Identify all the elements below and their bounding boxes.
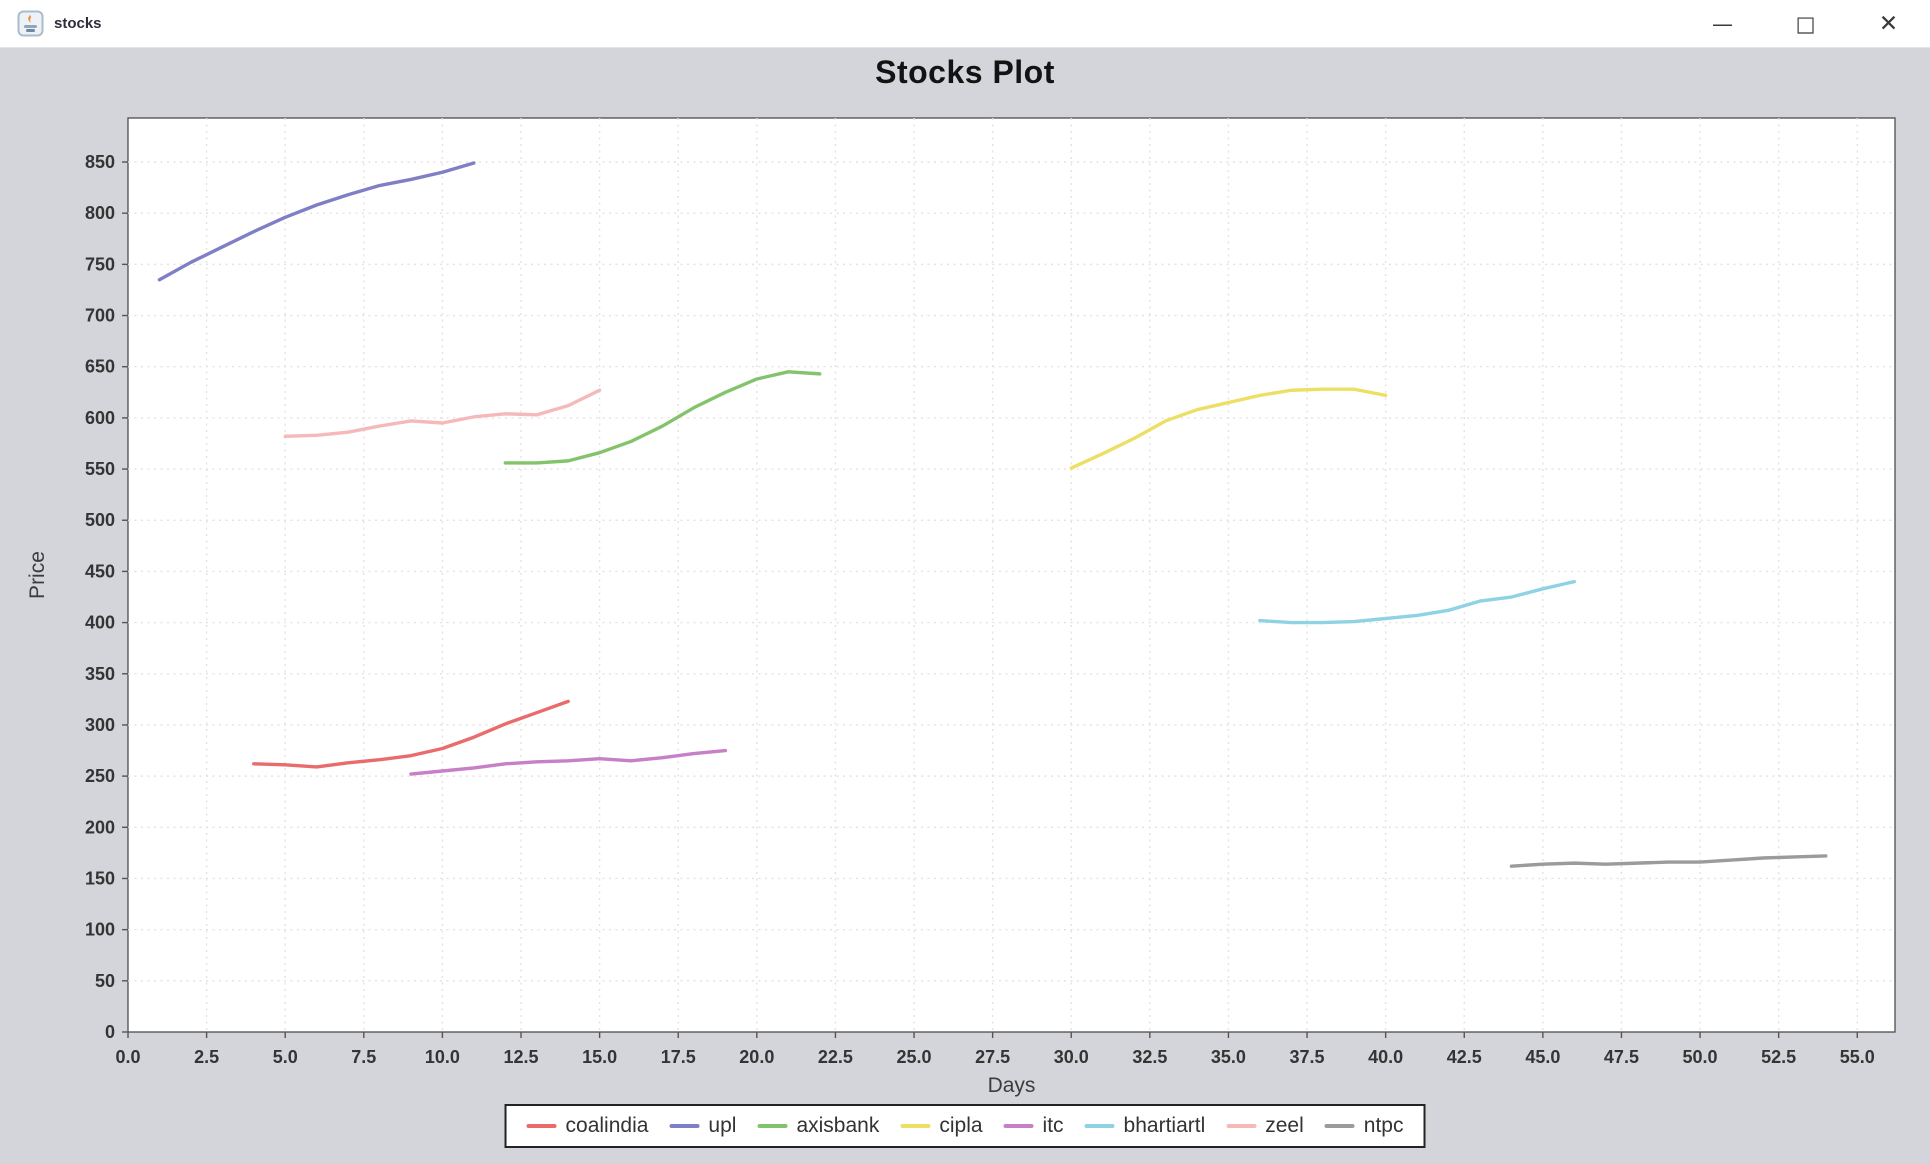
x-tick-label: 20.0 [739, 1047, 774, 1067]
y-axis-label: Price [26, 551, 49, 599]
close-button[interactable]: ✕ [1847, 0, 1930, 48]
x-tick-label: 27.5 [975, 1047, 1010, 1067]
legend-swatch-bhartiartl [1084, 1124, 1115, 1128]
x-tick-label: 50.0 [1683, 1047, 1718, 1067]
series-line-axisbank [503, 370, 822, 465]
window-controls: — □ ✕ [1681, 0, 1930, 48]
minimize-button[interactable]: — [1681, 0, 1764, 48]
x-tick-label: 47.5 [1604, 1047, 1639, 1067]
titlebar[interactable]: stocks — □ ✕ [0, 0, 1930, 48]
legend-label: zeel [1265, 1114, 1304, 1137]
y-tick-label: 700 [85, 306, 115, 326]
legend-swatch-cipla [900, 1124, 931, 1128]
legend-swatch-zeel [1226, 1124, 1257, 1128]
legend-item-axisbank: axisbank [757, 1114, 879, 1138]
x-tick-label: 17.5 [661, 1047, 696, 1067]
x-tick-label: 45.0 [1525, 1047, 1560, 1067]
x-tick-label: 22.5 [818, 1047, 853, 1067]
y-tick-label: 400 [85, 613, 115, 633]
maximize-button[interactable]: □ [1764, 0, 1847, 48]
plot-area [127, 117, 1896, 1033]
legend-label: cipla [939, 1114, 983, 1137]
chart-svg: 0 50 100 150 200 250 300 350 400 450 500 550 600 650 7… [26, 117, 1896, 1097]
y-tick-label: 0 [105, 1022, 115, 1042]
x-tick-label: 10.0 [425, 1047, 460, 1067]
legend-item-zeel: zeel [1226, 1114, 1304, 1138]
x-tick-label: 15.0 [582, 1047, 617, 1067]
x-tick-label: 32.5 [1132, 1047, 1167, 1067]
x-tick-label: 5.0 [273, 1047, 298, 1067]
x-tick-label: 37.5 [1290, 1047, 1325, 1067]
x-tick-label: 0.0 [115, 1047, 140, 1067]
series-line-cipla [1069, 387, 1388, 470]
y-tick-label: 150 [85, 868, 115, 888]
y-tick-label: 650 [85, 357, 115, 377]
y-tick-label: 50 [95, 971, 115, 991]
y-tick-label: 600 [85, 408, 115, 428]
x-axis-label: Days [988, 1074, 1036, 1097]
y-tick-label: 350 [85, 664, 115, 684]
legend-label: bhartiartl [1123, 1114, 1206, 1137]
y-tick-label: 800 [85, 203, 115, 223]
legend-label: coalindia [565, 1114, 649, 1137]
chart-title: Stocks Plot [875, 54, 1055, 90]
legend-item-itc: itc [1003, 1114, 1064, 1138]
y-tick-label: 300 [85, 715, 115, 735]
series-line-zeel [283, 388, 602, 439]
y-tick-label: 100 [85, 920, 115, 940]
x-tick-label: 2.5 [194, 1047, 219, 1067]
y-tick-label: 750 [85, 254, 115, 274]
y-tick-label: 450 [85, 561, 115, 581]
y-tick-label: 500 [85, 510, 115, 530]
x-tick-label: 42.5 [1447, 1047, 1482, 1067]
legend-swatch-upl [669, 1124, 700, 1128]
legend-swatch-ntpc [1324, 1124, 1355, 1128]
x-tick-label: 52.5 [1761, 1047, 1796, 1067]
legend-swatch-axisbank [757, 1124, 788, 1128]
y-tick-label: 250 [85, 766, 115, 786]
chart-panel: Stocks Plot 0 50 100 150 200 250 300 350 400 450 5… [0, 48, 1930, 1164]
legend-item-coalindia: coalindia [526, 1114, 649, 1138]
x-tick-label: 35.0 [1211, 1047, 1246, 1067]
series-line-ntpc [1509, 854, 1828, 868]
series-line-coalindia [252, 699, 570, 769]
x-tick-label: 7.5 [351, 1047, 376, 1067]
legend-swatch-coalindia [526, 1124, 557, 1128]
app-icon[interactable] [17, 10, 44, 37]
series-line-upl [157, 161, 476, 282]
x-tick-label: 30.0 [1054, 1047, 1089, 1067]
series-line-itc [409, 748, 728, 776]
legend-item-cipla: cipla [900, 1114, 983, 1138]
legend-label: upl [708, 1114, 737, 1137]
legend-label: itc [1042, 1114, 1064, 1137]
x-tick-label: 40.0 [1368, 1047, 1403, 1067]
x-tick-label: 55.0 [1840, 1047, 1875, 1067]
flame-icon [28, 15, 32, 23]
y-tick-label: 850 [85, 152, 115, 172]
x-tick-label: 25.0 [897, 1047, 932, 1067]
series-line-bhartiartl [1258, 579, 1576, 625]
legend-swatch-itc [1003, 1124, 1034, 1128]
legend-item-bhartiartl: bhartiartl [1084, 1114, 1206, 1138]
legend-label: ntpc [1363, 1114, 1404, 1137]
y-tick-label: 550 [85, 459, 115, 479]
y-tick-label: 200 [85, 817, 115, 837]
legend: coalindia upl axisbank cipla itc bhartiartl ze… [504, 1104, 1426, 1148]
window-title: stocks [54, 15, 102, 32]
legend-item-ntpc: ntpc [1324, 1114, 1404, 1138]
x-tick-label: 12.5 [503, 1047, 538, 1067]
legend-item-upl: upl [669, 1114, 736, 1138]
legend-label: axisbank [796, 1114, 880, 1137]
